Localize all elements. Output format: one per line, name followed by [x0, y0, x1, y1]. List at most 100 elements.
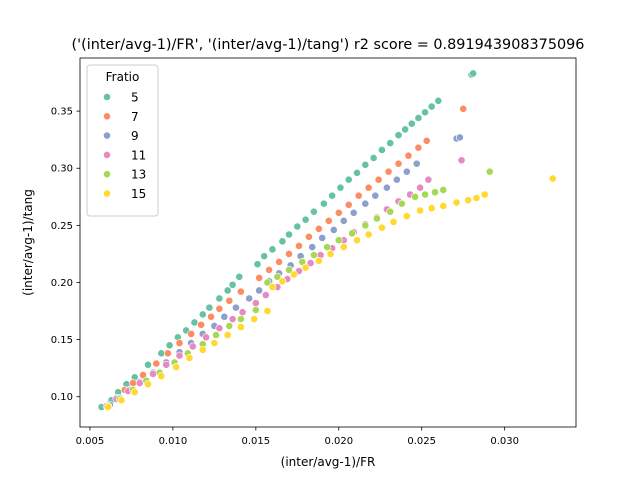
y-tick-label: 0.35 — [51, 107, 73, 118]
data-point-fratio-11 — [261, 291, 270, 299]
data-point-fratio-5 — [328, 191, 337, 200]
data-point-fratio-15 — [210, 339, 219, 347]
data-point-fratio-15 — [268, 283, 277, 291]
legend-label: 5 — [131, 91, 139, 105]
data-point-fratio-7 — [374, 175, 383, 184]
data-point-fratio-15 — [223, 331, 232, 339]
data-point-fratio-7 — [344, 200, 353, 209]
data-point-fratio-7 — [175, 339, 184, 347]
data-point-fratio-13 — [421, 190, 429, 199]
x-tick-label: 0.030 — [490, 436, 519, 447]
data-point-fratio-15 — [339, 243, 348, 251]
data-point-fratio-7 — [414, 143, 423, 152]
data-point-fratio-7 — [129, 379, 137, 387]
data-point-fratio-7 — [237, 287, 245, 296]
data-point-fratio-13 — [237, 315, 245, 323]
data-point-fratio-13 — [309, 251, 318, 259]
data-point-fratio-15 — [452, 198, 461, 207]
data-point-fratio-13 — [334, 236, 343, 245]
data-point-fratio-11 — [215, 324, 224, 333]
data-point-fratio-13 — [485, 167, 494, 176]
data-point-fratio-5 — [301, 215, 310, 224]
data-point-fratio-11 — [457, 156, 466, 165]
data-point-fratio-13 — [439, 186, 448, 194]
data-point-fratio-15 — [472, 194, 481, 202]
data-point-fratio-5 — [378, 146, 386, 154]
data-point-fratio-5 — [353, 168, 361, 177]
data-point-fratio-13 — [431, 188, 439, 197]
data-point-fratio-9 — [402, 167, 411, 176]
data-point-fratio-5 — [293, 222, 302, 231]
data-point-fratio-7 — [285, 250, 293, 258]
data-point-fratio-15 — [353, 236, 361, 245]
data-point-fratio-11 — [188, 342, 197, 351]
y-tick-label: 0.10 — [51, 392, 73, 403]
data-point-fratio-13 — [361, 221, 370, 230]
data-point-fratio-9 — [245, 294, 254, 303]
data-point-fratio-13 — [225, 321, 234, 330]
data-point-fratio-9 — [220, 312, 229, 321]
data-point-fratio-13 — [212, 331, 220, 339]
y-tick-label: 0.20 — [51, 278, 73, 289]
data-point-fratio-7 — [295, 242, 303, 250]
data-point-fratio-7 — [139, 371, 147, 379]
data-point-fratio-11 — [251, 299, 260, 307]
plot-frame — [79, 57, 577, 428]
legend: Fratio 5 7 9 11 13 15 — [86, 64, 159, 217]
legend-box — [86, 64, 159, 217]
data-point-fratio-9 — [329, 226, 338, 234]
data-point-fratio-5 — [190, 318, 199, 327]
data-point-fratio-13 — [263, 278, 272, 287]
legend-label: 11 — [131, 148, 146, 162]
data-point-fratio-7 — [187, 329, 196, 338]
data-point-fratio-15 — [439, 202, 448, 210]
data-point-fratio-13 — [298, 258, 307, 266]
data-point-fratio-5 — [401, 125, 410, 134]
data-point-fratio-7 — [404, 151, 413, 160]
data-point-fratio-11 — [306, 259, 315, 267]
data-point-fratio-7 — [394, 159, 403, 168]
data-point-fratio-7 — [305, 232, 313, 241]
data-point-fratio-7 — [225, 296, 234, 305]
data-point-fratio-9 — [382, 183, 391, 192]
data-point-fratio-15 — [326, 250, 335, 258]
data-point-fratio-11 — [162, 360, 171, 369]
data-point-fratio-15 — [104, 403, 113, 411]
legend-marker — [103, 150, 111, 159]
data-point-fratio-15 — [416, 206, 424, 215]
x-tick-label: 0.005 — [76, 436, 105, 447]
data-point-fratio-15 — [427, 204, 436, 213]
data-point-fratio-9 — [339, 216, 348, 225]
legend-marker — [103, 189, 111, 198]
x-tick-label: 0.015 — [242, 436, 271, 447]
y-axis-label: (inter/avg-1)/tang — [21, 189, 35, 296]
data-point-fratio-7 — [255, 274, 264, 282]
data-point-fratio-7 — [197, 320, 205, 329]
data-point-fratio-7 — [334, 208, 343, 217]
data-point-fratio-15 — [263, 307, 272, 315]
data-point-fratio-5 — [394, 131, 403, 140]
data-point-fratio-9 — [232, 303, 240, 312]
data-point-fratio-9 — [371, 191, 380, 200]
data-point-fratio-5 — [361, 160, 370, 169]
data-point-fratio-15 — [402, 212, 411, 221]
data-point-fratio-7 — [364, 183, 373, 192]
data-points — [97, 69, 557, 411]
data-point-fratio-7 — [275, 258, 283, 266]
data-point-fratio-5 — [427, 102, 436, 111]
data-point-fratio-5 — [253, 260, 262, 269]
data-point-fratio-5 — [319, 199, 328, 208]
data-point-fratio-7 — [265, 266, 274, 274]
data-point-fratio-15 — [278, 277, 287, 286]
data-point-fratio-7 — [324, 216, 333, 225]
data-point-fratio-11 — [416, 183, 424, 192]
legend-label: 15 — [131, 187, 146, 201]
legend-entries: 5 7 9 11 13 15 — [103, 91, 146, 201]
data-point-fratio-9 — [455, 133, 464, 142]
data-point-fratio-15 — [301, 263, 310, 272]
data-point-fratio-5 — [157, 349, 166, 358]
legend-marker — [103, 170, 111, 179]
data-point-fratio-15 — [144, 380, 152, 389]
data-point-fratio-5 — [144, 360, 152, 369]
data-point-fratio-15 — [290, 270, 298, 279]
